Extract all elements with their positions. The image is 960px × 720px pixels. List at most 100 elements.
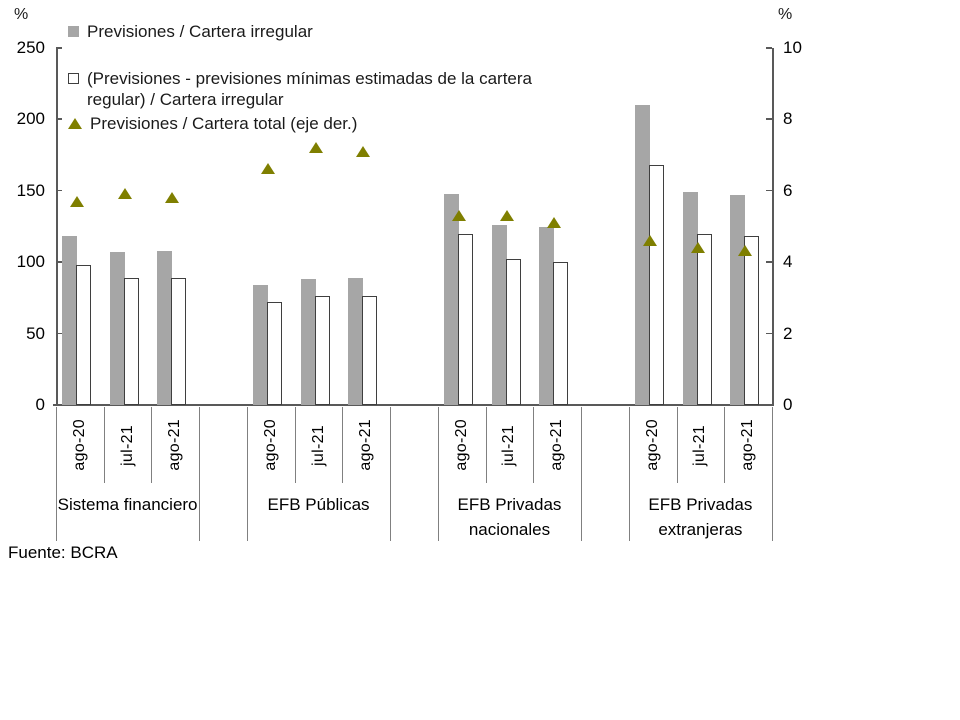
x-axis-period-label-text: jul-21 — [691, 424, 709, 466]
group-separator — [246, 483, 248, 541]
marker-previsiones-cartera-total — [356, 145, 371, 157]
right-axis-tick — [766, 404, 772, 406]
x-axis-period-label-text: ago-21 — [548, 419, 566, 471]
bar-previsiones-menos-minimas — [553, 262, 569, 405]
right-axis-tick — [766, 118, 772, 120]
marker-previsiones-cartera-total — [690, 241, 705, 253]
legend-item-previsiones-cartera-irregular: Previsiones / Cartera irregular — [68, 21, 552, 42]
source-note: Fuente: BCRA — [8, 543, 118, 562]
x-axis-period-label: ago-20 — [247, 408, 295, 482]
right-axis-tick-label: 6 — [783, 180, 793, 200]
bar-previsiones-cartera-irregular — [300, 279, 316, 405]
right-axis-unit-label: % — [778, 6, 793, 23]
x-axis-period-label-text: ago-20 — [452, 419, 470, 471]
marker-previsiones-cartera-total — [642, 234, 657, 246]
right-axis-line — [772, 48, 774, 406]
left-axis-tick-label: 100 — [16, 252, 45, 272]
legend-item-previsiones-cartera-total: Previsiones / Cartera total (eje der.) — [68, 113, 552, 134]
x-axis-period-label: ago-20 — [629, 408, 677, 482]
bar-previsiones-cartera-irregular — [634, 105, 650, 405]
category-separator — [199, 407, 201, 483]
left-axis-tick-label: 50 — [26, 323, 45, 343]
category-separator — [676, 407, 678, 483]
right-axis-tick — [766, 47, 772, 49]
left-axis-tick — [56, 118, 62, 120]
x-axis-period-label-text: ago-21 — [739, 419, 757, 471]
bar-previsiones-cartera-irregular — [730, 195, 746, 405]
right-axis-tick-label: 2 — [783, 323, 793, 343]
x-axis-period-label-text: ago-21 — [166, 419, 184, 471]
x-axis-period-label-text: ago-20 — [643, 419, 661, 471]
bar-previsiones-cartera-irregular — [252, 285, 268, 405]
x-axis-period-label: jul-21 — [104, 408, 152, 482]
x-axis-period-label-text: ago-21 — [357, 419, 375, 471]
x-axis-period-label: jul-21 — [295, 408, 343, 482]
marker-previsiones-cartera-total — [738, 245, 753, 257]
bar-previsiones-menos-minimas — [457, 233, 473, 405]
right-axis-tick-label: 10 — [783, 38, 802, 57]
bar-previsiones-cartera-irregular — [157, 250, 173, 405]
x-axis-period-label-text: ago-20 — [70, 419, 88, 471]
category-separator — [342, 407, 344, 483]
bar-previsiones-menos-minimas — [123, 277, 139, 405]
white-outlined-square-icon — [68, 73, 79, 84]
right-axis-tick — [766, 189, 772, 192]
bar-previsiones-menos-minimas — [314, 296, 330, 405]
left-axis-unit-label: % — [14, 6, 29, 23]
bar-previsiones-cartera-irregular — [491, 225, 507, 405]
marker-previsiones-cartera-total — [70, 195, 84, 207]
left-axis-tick-label: 200 — [16, 109, 45, 129]
legend-item-label: Previsiones / Cartera total (eje der.) — [90, 114, 358, 133]
left-axis-tick-label: 250 — [16, 38, 45, 57]
bar-previsiones-menos-minimas — [696, 233, 712, 405]
x-axis-period-label: ago-21 — [724, 408, 772, 482]
x-axis-group-label: Sistema financiero — [57, 495, 198, 514]
x-axis-period-label: ago-21 — [533, 408, 581, 482]
x-axis-period-label-text: jul-21 — [309, 424, 327, 466]
bar-previsiones-menos-minimas — [505, 259, 521, 405]
group-separator — [772, 483, 773, 541]
bar-previsiones-cartera-irregular — [443, 193, 459, 405]
category-separator — [437, 407, 439, 483]
gray-filled-square-icon — [68, 26, 79, 37]
x-axis-group-label: EFB Privadas extranjeras — [648, 495, 753, 539]
x-axis-period-label-text: jul-21 — [118, 424, 136, 466]
bar-previsiones-menos-minimas — [76, 265, 91, 405]
x-axis-line — [53, 404, 774, 406]
bar-previsiones-cartera-irregular — [539, 226, 555, 405]
bar-previsiones-menos-minimas — [266, 302, 282, 405]
x-axis-period-label-text: ago-20 — [261, 419, 279, 471]
marker-previsiones-cartera-total — [547, 216, 562, 228]
x-axis-period-label: ago-21 — [342, 408, 390, 482]
right-axis-tick — [766, 332, 772, 335]
category-separator — [390, 407, 392, 483]
category-separator — [581, 407, 583, 483]
legend-item-label: Previsiones / Cartera irregular — [87, 22, 313, 41]
bar-previsiones-cartera-irregular — [109, 252, 125, 405]
x-axis-period-label: ago-21 — [151, 408, 199, 482]
category-separator — [103, 407, 105, 483]
marker-previsiones-cartera-total — [165, 191, 180, 203]
category-separator — [533, 407, 535, 483]
bar-previsiones-cartera-irregular — [682, 192, 698, 405]
x-axis-period-label: jul-21 — [486, 408, 534, 482]
x-axis-period-label: ago-20 — [438, 408, 486, 482]
group-separator — [56, 483, 57, 541]
group-separator — [581, 483, 583, 541]
group-separator — [390, 483, 392, 541]
category-separator — [56, 407, 57, 483]
category-separator — [628, 407, 630, 483]
category-separator — [151, 407, 153, 483]
right-axis-tick-label: 4 — [783, 252, 793, 272]
x-axis-group-label: EFB Públicas — [267, 495, 370, 514]
marker-previsiones-cartera-total — [117, 188, 132, 200]
left-axis-tick-label: 150 — [16, 180, 45, 200]
x-axis-period-label-text: jul-21 — [500, 424, 518, 466]
x-axis-period-label: jul-21 — [677, 408, 725, 482]
legend-item-label: (Previsiones - previsiones mínimas estim… — [87, 69, 533, 109]
group-separator — [199, 483, 201, 541]
left-axis-tick — [56, 404, 62, 406]
category-separator — [724, 407, 726, 483]
